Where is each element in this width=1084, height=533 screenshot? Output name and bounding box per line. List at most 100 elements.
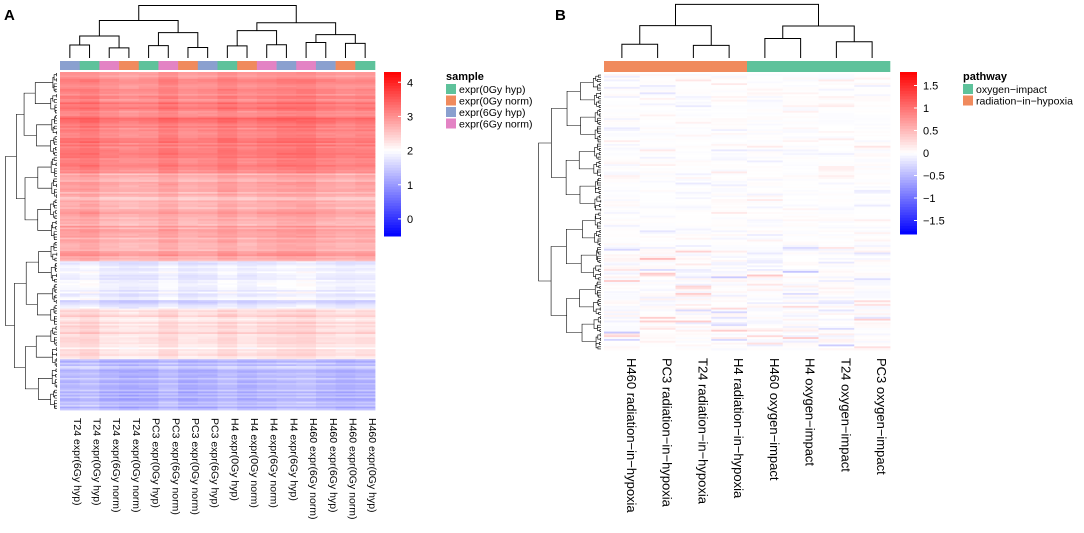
heatmap-cell xyxy=(198,408,218,410)
row-dendrogram-branch xyxy=(55,306,57,309)
annotation-cell xyxy=(783,61,819,72)
row-dendrogram-branch xyxy=(54,142,57,145)
column-label: H460 expr(6Gy norm) xyxy=(307,418,319,520)
row-dendrogram-branch xyxy=(54,100,57,103)
colorbar-segment xyxy=(384,233,401,236)
row-dendrogram-branch xyxy=(55,295,57,298)
legend-title: sample xyxy=(446,71,484,83)
row-dendrogram-branch xyxy=(56,348,57,351)
legend-swatch xyxy=(963,84,973,94)
row-dendrogram-branch xyxy=(600,286,601,288)
column-label: H460 expr(6Gy hyp) xyxy=(327,418,339,513)
column-annotation-b xyxy=(604,61,890,72)
column-label: T24 expr(6Gy hyp) xyxy=(71,418,83,506)
row-dendrogram-branch xyxy=(54,84,57,87)
row-dendrogram-branch xyxy=(600,338,601,340)
column-dendrogram-branch xyxy=(622,44,658,58)
row-dendrogram-branch xyxy=(54,158,57,161)
row-dendrogram-branch xyxy=(53,127,57,132)
row-dendrogram-branch xyxy=(599,161,601,163)
row-dendrogram-branch xyxy=(593,303,597,312)
row-dendrogram-branch xyxy=(600,273,601,275)
row-dendrogram-branch xyxy=(598,171,601,175)
row-dendrogram-branch xyxy=(25,178,38,220)
row-dendrogram-branch xyxy=(54,190,57,193)
row-dendrogram-branch xyxy=(598,179,601,181)
row-dendrogram-branch xyxy=(55,200,57,203)
column-label: H460 oxygen−impact xyxy=(767,358,782,481)
heatmap-cell xyxy=(277,408,297,410)
colorbar-segment xyxy=(900,231,917,234)
row-dendrogram-branch xyxy=(599,299,601,301)
colorbar-tick-label: 0 xyxy=(407,214,413,226)
column-dendrogram-branch xyxy=(693,45,729,58)
row-dendrogram-branch xyxy=(53,352,56,363)
heatmap-cell xyxy=(178,408,198,410)
row-dendrogram-branch xyxy=(600,222,601,224)
heatmap-cell xyxy=(747,348,783,350)
row-dendrogram-branch xyxy=(566,229,582,264)
row-dendrogram-branch xyxy=(51,162,55,173)
legend-title: pathway xyxy=(963,71,1008,83)
heatmap-cell xyxy=(80,408,100,410)
row-dendrogram-branch xyxy=(56,195,57,198)
row-dendrogram-branch xyxy=(598,248,601,250)
heatmap-cell xyxy=(676,348,712,350)
row-dendrogram-branch xyxy=(600,330,601,332)
row-dendrogram-branch xyxy=(55,153,57,156)
row-dendrogram-branch xyxy=(35,83,53,104)
heatmap-cell xyxy=(139,408,159,410)
row-dendrogram-branch xyxy=(597,144,601,146)
row-dendrogram-branch xyxy=(595,147,598,156)
row-dendrogram-branch xyxy=(598,291,601,293)
row-dendrogram-branch xyxy=(55,285,57,288)
annotation-cell xyxy=(296,61,316,70)
column-dendrogram-branch xyxy=(99,21,178,36)
row-dendrogram-branch xyxy=(567,91,581,126)
row-dendrogram-branch xyxy=(55,242,57,245)
row-dendrogram-branch xyxy=(16,114,25,199)
annotation-cell xyxy=(355,61,375,70)
row-dendrogram-branch xyxy=(54,205,57,208)
row-dendrogram-branch xyxy=(38,167,52,188)
row-dendrogram-branch xyxy=(55,174,57,177)
row-dendrogram-branch xyxy=(56,263,57,266)
row-dendrogram-branch xyxy=(600,334,601,336)
row-dendrogram-branch xyxy=(597,325,601,327)
annotation-cell xyxy=(604,61,640,72)
heatmap-cell xyxy=(60,408,80,410)
column-labels-a: T24 expr(6Gy hyp)T24 expr(0Gy hyp)T24 ex… xyxy=(71,418,378,520)
row-dendrogram-branch xyxy=(581,117,596,134)
panel-label-a: A xyxy=(4,7,15,24)
legend-label: expr(6Gy norm) xyxy=(459,119,533,131)
row-dendrogram-branch xyxy=(52,373,55,384)
column-label: PC3 radiation−in−hypoxia xyxy=(660,358,675,508)
row-dendrogram-branch xyxy=(14,283,26,368)
row-dendrogram-branch xyxy=(597,326,599,330)
row-dendrogram-branch xyxy=(580,186,595,203)
row-dendrogram-branch xyxy=(55,390,57,393)
row-dendrogram-branch xyxy=(54,248,57,251)
annotation-cell xyxy=(178,61,198,70)
row-dendrogram-branch xyxy=(596,206,601,210)
column-label: H4 expr(0Gy norm) xyxy=(248,418,260,508)
column-label: H4 expr(0Gy hyp) xyxy=(228,418,240,501)
row-dendrogram-branch xyxy=(596,266,601,270)
row-dendrogram-branch xyxy=(38,209,52,230)
colorbar-tick-label: 0.5 xyxy=(923,126,938,138)
colorbar-tick-label: 1 xyxy=(407,180,413,192)
row-dendrogram-branch xyxy=(579,152,594,169)
annotation-cell xyxy=(819,61,855,72)
column-dendrogram-branch xyxy=(70,45,90,58)
row-dendrogram-branch xyxy=(597,183,601,185)
row-dendrogram-branch xyxy=(56,116,57,119)
legend-label: expr(6Gy hyp) xyxy=(459,107,526,119)
legend-label: radiation−in−hypoxia xyxy=(976,96,1073,108)
row-dendrogram-branch xyxy=(55,258,57,261)
row-dendrogram-branch xyxy=(54,337,57,340)
row-dendrogram-branch xyxy=(36,336,52,357)
column-dendrogram-branch xyxy=(836,42,872,58)
annotation-cell xyxy=(198,61,218,70)
annotation-cell xyxy=(316,61,336,70)
colorbar-tick-label: 1.5 xyxy=(923,81,938,93)
